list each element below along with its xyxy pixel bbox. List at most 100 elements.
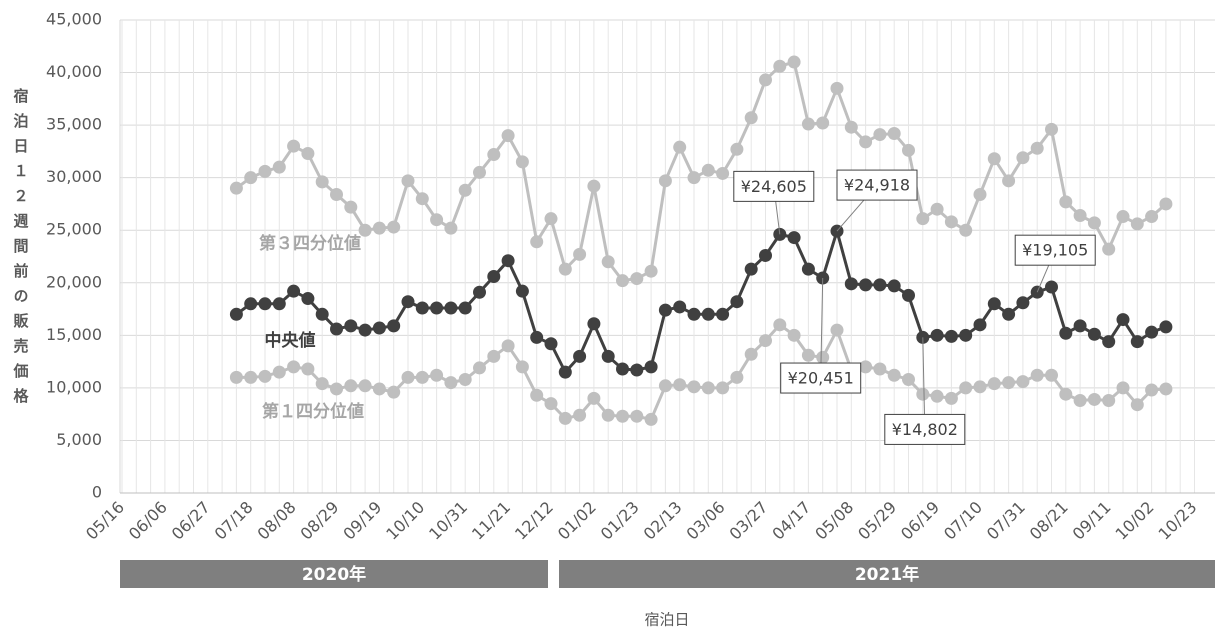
data-point xyxy=(258,164,272,178)
data-point xyxy=(959,223,973,237)
data-point xyxy=(902,143,915,157)
year-band xyxy=(559,560,1215,588)
y-tick-label: 15,000 xyxy=(46,325,102,344)
x-tick-label: 03/06 xyxy=(683,498,729,544)
data-point xyxy=(501,339,515,353)
data-point xyxy=(658,303,672,317)
data-point xyxy=(887,279,901,293)
data-point xyxy=(1002,307,1016,321)
series-label: 第３四分位値 xyxy=(259,233,361,254)
data-point xyxy=(1016,375,1030,389)
data-point xyxy=(644,264,658,278)
callout-box xyxy=(780,362,862,394)
data-point xyxy=(944,215,958,229)
data-point xyxy=(1045,122,1058,136)
year-band-label: 2020年 xyxy=(302,564,366,585)
data-point xyxy=(716,307,730,321)
data-point xyxy=(301,146,315,160)
data-point xyxy=(1145,325,1159,339)
data-point xyxy=(573,247,587,261)
x-tick-label: 10/23 xyxy=(1154,498,1200,544)
data-point xyxy=(1016,151,1030,165)
data-point xyxy=(587,179,601,193)
x-tick-label: 01/02 xyxy=(554,498,600,544)
data-point xyxy=(1030,141,1044,155)
data-point xyxy=(973,318,987,332)
data-point xyxy=(487,349,501,363)
data-point xyxy=(458,301,472,315)
data-point xyxy=(344,319,358,333)
x-tick-label: 08/21 xyxy=(1026,498,1072,544)
data-point xyxy=(1002,174,1016,188)
data-point xyxy=(630,409,644,423)
y-tick-label: 30,000 xyxy=(46,167,102,186)
y-tick-label: 0 xyxy=(92,483,102,502)
data-point xyxy=(473,165,486,179)
data-point xyxy=(229,307,243,321)
x-tick-label: 05/29 xyxy=(854,498,900,544)
data-point xyxy=(573,349,587,363)
data-point xyxy=(1059,195,1073,209)
data-point xyxy=(272,160,286,174)
data-point xyxy=(430,368,444,382)
data-point xyxy=(787,231,801,245)
callout-box xyxy=(733,170,815,202)
data-label: ¥24,605 xyxy=(741,177,807,196)
data-point xyxy=(630,272,644,286)
data-point xyxy=(258,369,272,383)
data-point xyxy=(229,181,243,195)
data-point xyxy=(916,212,930,226)
data-point xyxy=(1116,210,1130,224)
data-label: ¥19,105 xyxy=(1022,241,1088,260)
x-tick-label: 10/31 xyxy=(425,498,471,544)
data-point xyxy=(387,319,401,333)
data-point xyxy=(744,347,758,361)
data-point xyxy=(1102,394,1116,408)
data-point xyxy=(287,360,301,374)
data-point xyxy=(701,307,715,321)
data-point xyxy=(1059,387,1073,401)
data-point xyxy=(930,328,944,342)
x-tick-label: 06/27 xyxy=(168,498,214,544)
data-point xyxy=(773,318,787,332)
data-point xyxy=(544,212,558,226)
data-point xyxy=(687,171,701,185)
data-point xyxy=(973,380,987,394)
data-point xyxy=(358,223,372,237)
data-point xyxy=(759,73,772,87)
data-point xyxy=(1159,197,1173,211)
data-point xyxy=(372,221,386,235)
data-point xyxy=(1030,368,1044,382)
data-point xyxy=(1045,280,1058,294)
x-tick-label: 03/27 xyxy=(725,498,771,544)
x-tick-label: 07/31 xyxy=(983,498,1029,544)
series-label: 第１四分位値 xyxy=(262,401,364,422)
data-point xyxy=(787,328,801,342)
data-point xyxy=(1087,327,1101,341)
data-point xyxy=(473,361,486,375)
data-point xyxy=(344,379,358,393)
x-tick-label: 06/19 xyxy=(897,498,943,544)
data-label: ¥24,918 xyxy=(844,176,910,195)
data-point xyxy=(315,307,329,321)
data-point xyxy=(315,377,329,391)
data-point xyxy=(959,328,973,342)
series-line xyxy=(236,322,1167,422)
data-point xyxy=(344,200,358,214)
x-tick-label: 04/17 xyxy=(768,498,814,544)
x-tick-label: 10/02 xyxy=(1112,498,1158,544)
y-tick-label: 10,000 xyxy=(46,377,102,396)
year-band xyxy=(120,560,548,588)
x-tick-label: 05/08 xyxy=(811,498,857,544)
data-point xyxy=(601,255,615,269)
data-point xyxy=(859,278,873,292)
data-point xyxy=(358,379,372,393)
data-point xyxy=(330,187,343,201)
data-label: ¥14,802 xyxy=(892,420,958,439)
x-axis-title: 宿泊日 xyxy=(644,611,689,629)
data-point xyxy=(244,171,258,185)
data-point xyxy=(801,117,815,131)
data-point xyxy=(859,360,873,374)
data-point xyxy=(558,365,572,379)
data-point xyxy=(530,388,544,402)
